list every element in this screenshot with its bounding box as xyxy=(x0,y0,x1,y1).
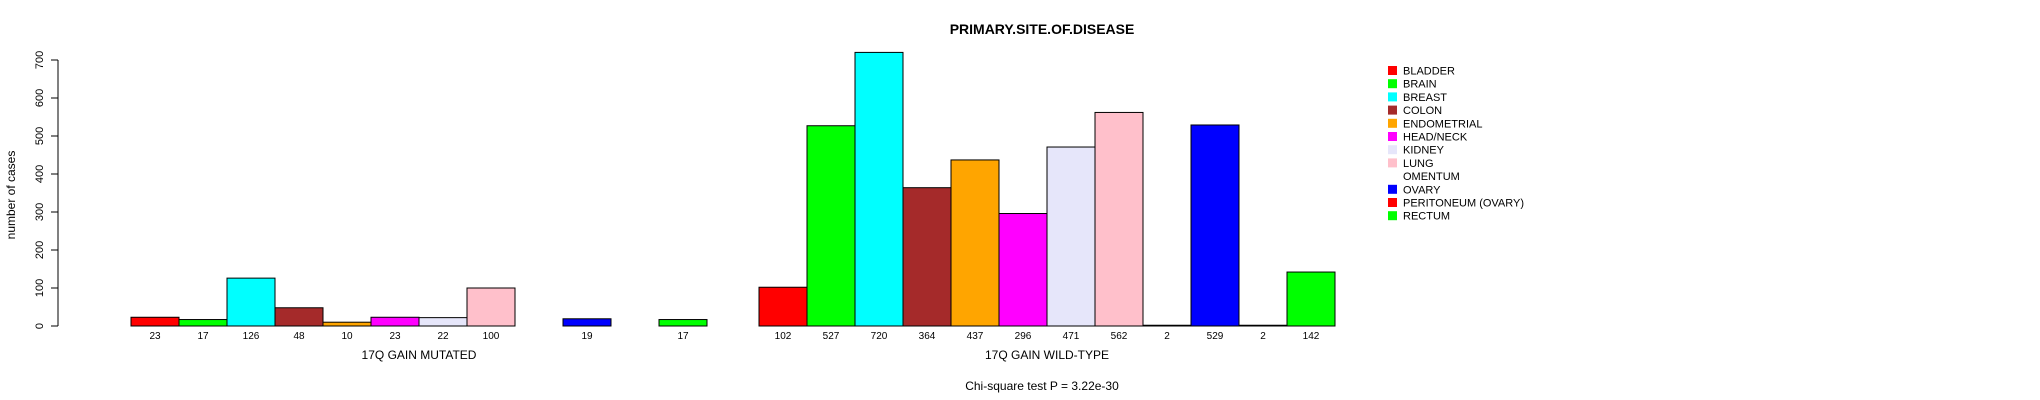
legend-swatch-peritoneum-ovary xyxy=(1388,198,1397,207)
legend-label-peritoneum-ovary: PERITONEUM (OVARY) xyxy=(1403,198,1524,210)
bar-kidney-wild-type xyxy=(1046,146,1096,327)
chart-title: PRIMARY.SITE.OF.DISEASE xyxy=(950,21,1135,37)
legend-swatch-endometrial xyxy=(1388,118,1397,128)
y-tick-label: 600 xyxy=(34,89,46,107)
bar-lung-wild-type xyxy=(1094,111,1144,327)
legend-label-endometrial: ENDOMETRIAL xyxy=(1403,118,1482,130)
legend-swatch-head-neck xyxy=(1388,132,1397,141)
count-label: 23 xyxy=(149,331,161,342)
count-label: 22 xyxy=(437,331,449,342)
count-label: 10 xyxy=(341,331,353,342)
bar-breast-wild-type xyxy=(854,51,904,327)
legend-swatch-brain xyxy=(1388,79,1397,89)
y-axis: 0 100 200 300 400 500 600 700 xyxy=(34,51,59,329)
bar-kidney-mutated xyxy=(418,317,468,327)
y-tick-label: 100 xyxy=(34,279,46,297)
bar-brain-wild-type xyxy=(806,125,856,327)
count-label: 2 xyxy=(1164,331,1170,342)
count-label: 364 xyxy=(919,331,936,342)
bars xyxy=(130,51,1336,327)
bar-endometrial-wild-type xyxy=(950,159,1000,327)
count-label: 23 xyxy=(389,331,401,342)
bar-peritoneum-ovary-wild-type xyxy=(1238,324,1288,327)
bar-colon-wild-type xyxy=(902,187,952,327)
legend-swatch-colon xyxy=(1388,105,1397,115)
bar-ovary-wild-type xyxy=(1190,124,1240,327)
bar-colon-mutated xyxy=(274,307,324,327)
bar-bladder-mutated xyxy=(130,316,180,327)
y-tick-label: 500 xyxy=(34,127,46,145)
bar-breast-mutated xyxy=(226,277,276,327)
legend-swatch-breast xyxy=(1388,92,1397,102)
count-label: 102 xyxy=(775,331,792,342)
count-label: 100 xyxy=(483,331,500,342)
legend-label-brain: BRAIN xyxy=(1403,79,1437,91)
count-label: 17 xyxy=(197,331,209,342)
count-label: 562 xyxy=(1111,331,1128,342)
legend-swatch-bladder xyxy=(1388,66,1397,75)
count-label: 126 xyxy=(243,331,260,342)
chi-square-footnote: Chi-square test P = 3.22e-30 xyxy=(965,379,1119,393)
bar-ovary-mutated xyxy=(562,318,612,327)
y-tick-label: 400 xyxy=(34,165,46,183)
y-axis-title: number of cases xyxy=(4,151,18,240)
bar-rectum-wild-type xyxy=(1286,271,1336,327)
legend-label-kidney: KIDNEY xyxy=(1403,145,1445,157)
legend-swatch-ovary xyxy=(1388,184,1397,194)
count-label: 296 xyxy=(1015,331,1032,342)
count-label: 437 xyxy=(967,331,984,342)
count-label: 529 xyxy=(1207,331,1224,342)
legend-label-colon: COLON xyxy=(1403,105,1442,117)
bar-rectum-mutated xyxy=(658,319,708,327)
count-labels: 23 17 126 48 10 23 22 100 19 17 102 527 720 364 437 296… xyxy=(149,331,1319,342)
count-label: 2 xyxy=(1260,331,1266,342)
count-label: 527 xyxy=(823,331,840,342)
legend-swatch-rectum xyxy=(1388,211,1397,221)
legend-label-omentum: OMENTUM xyxy=(1403,171,1460,183)
bar-omentum-wild-type xyxy=(1142,324,1192,327)
y-tick-label: 700 xyxy=(34,51,46,69)
group-label-mutated: 17Q GAIN MUTATED xyxy=(362,348,477,362)
legend-swatch-omentum xyxy=(1388,171,1397,181)
count-label: 142 xyxy=(1303,331,1320,342)
y-tick-label: 200 xyxy=(34,241,46,259)
legend-label-bladder: BLADDER xyxy=(1403,66,1455,78)
count-label: 48 xyxy=(293,331,305,342)
bar-endometrial-mutated xyxy=(322,321,372,327)
bar-head-neck-mutated xyxy=(370,316,420,327)
y-tick-label: 300 xyxy=(34,203,46,221)
legend-label-lung: LUNG xyxy=(1403,158,1434,170)
legend-swatch-lung xyxy=(1388,158,1397,168)
legend-label-head-neck: HEAD/NECK xyxy=(1403,132,1468,144)
group-label-wild-type: 17Q GAIN WILD-TYPE xyxy=(985,348,1109,362)
count-label: 720 xyxy=(871,331,888,342)
bar-brain-mutated xyxy=(178,319,228,327)
legend-label-breast: BREAST xyxy=(1403,92,1447,104)
y-tick-label: 0 xyxy=(34,323,46,329)
count-label: 17 xyxy=(677,331,689,342)
legend-label-rectum: RECTUM xyxy=(1403,211,1450,223)
count-label: 471 xyxy=(1063,331,1080,342)
count-label: 19 xyxy=(581,331,593,342)
bar-head-neck-wild-type xyxy=(998,213,1048,327)
bar-bladder-wild-type xyxy=(758,286,808,327)
legend-label-ovary: OVARY xyxy=(1403,184,1441,196)
bar-lung-mutated xyxy=(466,287,516,327)
legend-swatch-kidney xyxy=(1388,145,1397,155)
